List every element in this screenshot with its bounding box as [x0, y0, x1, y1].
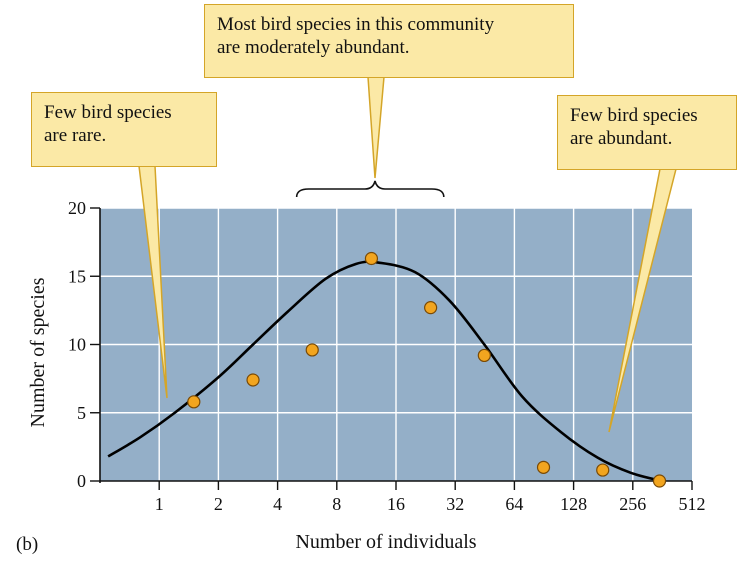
y-tick-label: 5 — [77, 403, 86, 423]
axes — [90, 207, 693, 490]
callout-abundant-line-2: are abundant. — [570, 128, 673, 149]
x-tick-label: 128 — [560, 494, 587, 514]
fitted-curve — [107, 260, 663, 483]
callout-abundant-line-1: Few bird species — [570, 105, 698, 126]
y-tick-labels: 0 5 10 15 20 — [68, 198, 86, 491]
x-tick-label: 1 — [155, 494, 164, 514]
y-tick-label: 10 — [68, 335, 86, 355]
callout-abundant: Few bird species are abundant. — [557, 95, 737, 170]
data-points — [187, 251, 667, 488]
data-point — [477, 348, 491, 363]
y-tick-label: 0 — [77, 471, 86, 491]
y-axis-label: Number of species — [27, 277, 49, 427]
data-point — [652, 474, 667, 488]
pointer-moderate — [367, 76, 385, 179]
callout-rare: Few bird species are rare. — [31, 92, 217, 167]
x-tick-label: 2 — [214, 494, 223, 514]
callout-rare-line-1: Few bird species — [44, 102, 172, 123]
y-tick-label: 15 — [68, 266, 86, 286]
data-point — [364, 251, 379, 266]
callout-moderate-line-1: Most bird species in this community — [217, 14, 495, 35]
gridlines — [100, 207, 692, 481]
x-tick-label: 16 — [387, 494, 405, 514]
x-tick-label: 8 — [332, 494, 341, 514]
x-tick-label: 256 — [619, 494, 646, 514]
callout-moderate: Most bird species in this community are … — [204, 4, 574, 78]
data-point — [536, 460, 551, 474]
data-point — [305, 343, 319, 357]
data-point — [187, 395, 201, 409]
callout-moderate-line-2: are moderately abundant. — [217, 37, 410, 58]
x-tick-label: 32 — [446, 494, 464, 514]
x-tick-labels: 1 2 4 8 16 32 64 128 256 512 — [155, 494, 706, 514]
moderate-range-brace — [295, 180, 445, 198]
y-tick-label: 20 — [68, 198, 86, 218]
x-tick-label: 512 — [679, 494, 706, 514]
panel-label: (b) — [16, 534, 38, 555]
x-tick-label: 64 — [505, 494, 523, 514]
x-tick-label: 4 — [273, 494, 282, 514]
callout-pointers — [138, 76, 677, 433]
data-point — [246, 373, 260, 387]
callout-rare-line-2: are rare. — [44, 125, 107, 146]
data-point — [424, 301, 438, 315]
x-axis-label: Number of individuals — [295, 531, 476, 553]
data-point — [596, 463, 610, 477]
